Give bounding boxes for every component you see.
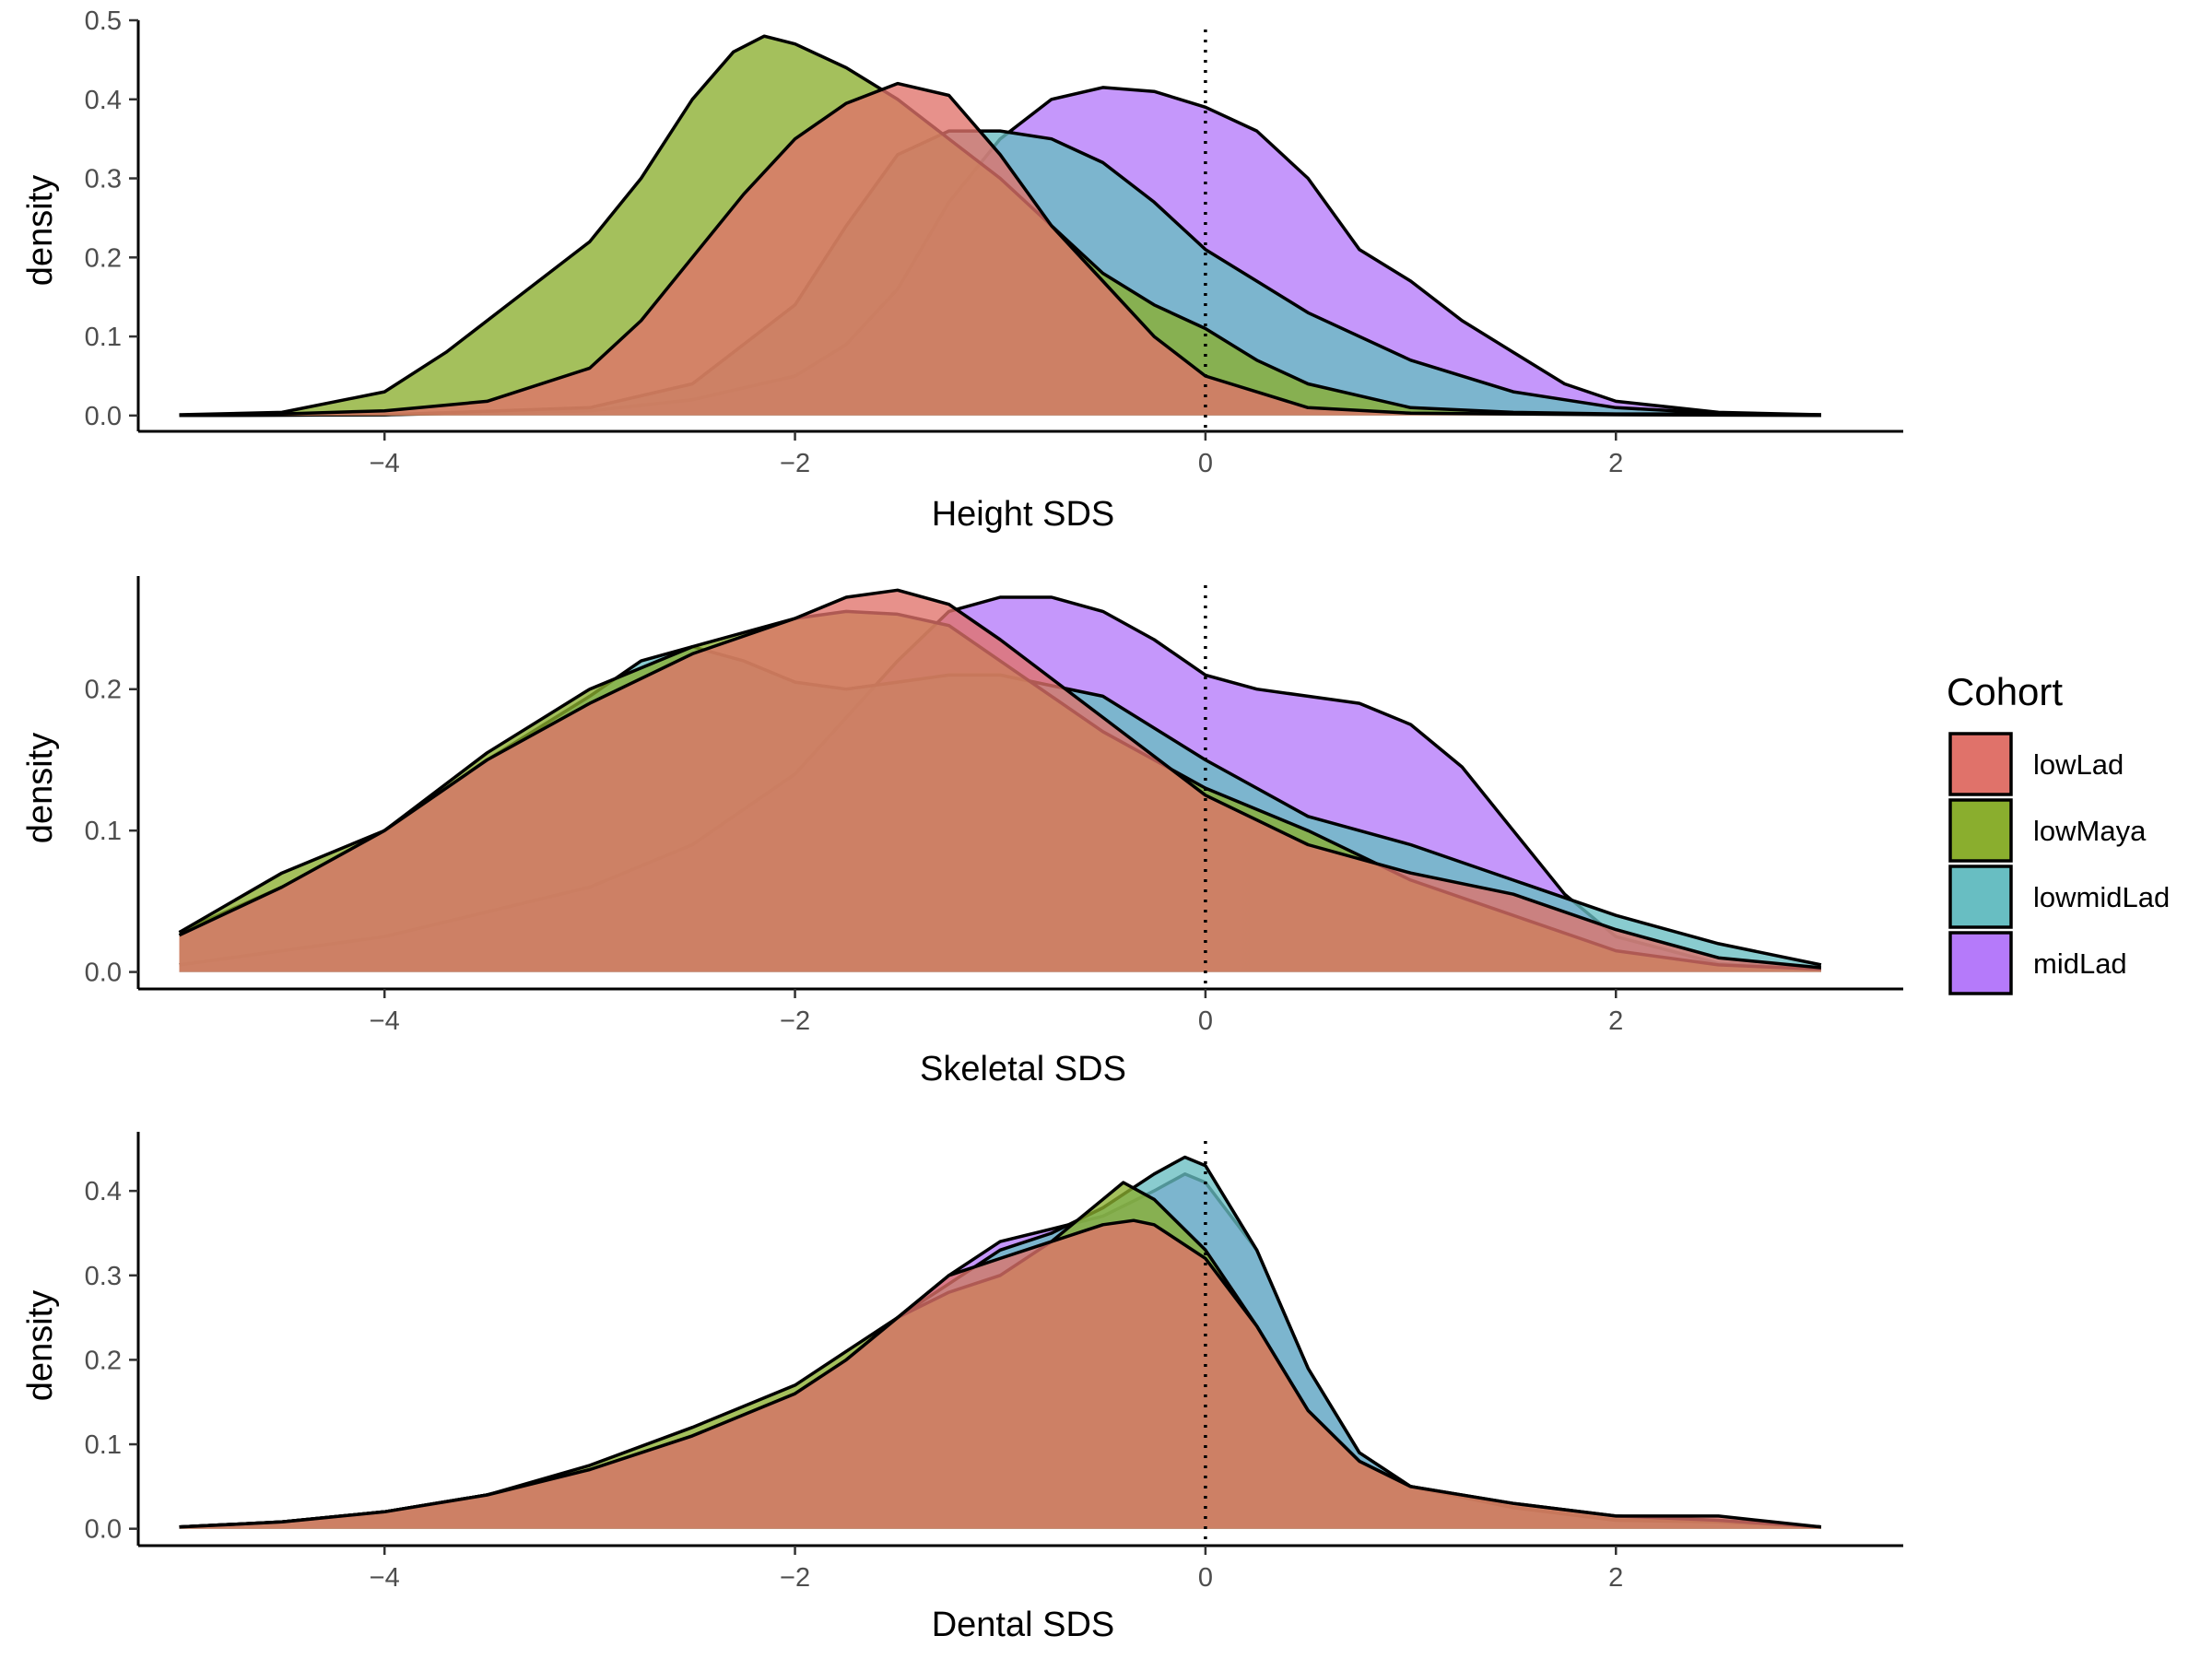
x-tick-label-height: −4 bbox=[370, 449, 400, 478]
panel-skeletal: Skeletal SDS density bbox=[21, 733, 1126, 1088]
x-tick-label-dental: −4 bbox=[370, 1563, 400, 1593]
y-tick-label-skeletal: 0.0 bbox=[85, 959, 122, 988]
legend-swatch-lowmidLad bbox=[1948, 865, 2013, 929]
x-axis-title-dental: Dental SDS bbox=[932, 1606, 1115, 1644]
legend-swatch-midLad bbox=[1948, 931, 2013, 995]
y-tick-label-skeletal: 0.1 bbox=[85, 817, 122, 846]
density-curve-dental-lowLad bbox=[179, 1218, 1822, 1529]
x-tick-label-dental: 0 bbox=[1198, 1563, 1213, 1593]
legend-title: Cohort bbox=[1947, 670, 2063, 713]
legend-label-lowmidLad: lowmidLad bbox=[2033, 881, 2170, 913]
y-tick-label-dental: 0.2 bbox=[85, 1346, 122, 1375]
y-tick-label-height: 0.0 bbox=[85, 402, 122, 431]
x-tick-label-skeletal: −2 bbox=[780, 1006, 810, 1036]
y-tick-label-height: 0.2 bbox=[85, 243, 122, 273]
legend-label-midLad: midLad bbox=[2033, 947, 2127, 980]
legend: Cohort lowLad lowMaya lowmidLad midLad bbox=[1947, 670, 2170, 995]
x-tick-label-dental: 2 bbox=[1608, 1563, 1623, 1593]
y-axis-title-height: density bbox=[21, 175, 60, 286]
y-tick-label-skeletal: 0.2 bbox=[85, 676, 122, 705]
x-tick-label-skeletal: −4 bbox=[370, 1006, 400, 1036]
plot-area-height: 0.0 0.1 0.2 0.3 0.4 0.5 −4 −2 0 2 bbox=[85, 6, 1903, 478]
y-tick-label-dental: 0.1 bbox=[85, 1430, 122, 1460]
y-tick-label-height: 0.4 bbox=[85, 86, 122, 115]
y-axis-title-dental: density bbox=[21, 1290, 60, 1401]
x-tick-label-dental: −2 bbox=[780, 1563, 810, 1593]
y-tick-label-dental: 0.4 bbox=[85, 1177, 122, 1206]
plot-area-dental: 0.0 0.1 0.2 0.3 0.4 −4 −2 0 2 bbox=[85, 1132, 1903, 1593]
plot-area-skeletal: 0.0 0.1 0.2 −4 −2 0 2 bbox=[85, 576, 1903, 1036]
x-tick-label-height: −2 bbox=[780, 449, 810, 478]
x-tick-label-height: 0 bbox=[1198, 449, 1213, 478]
y-tick-label-dental: 0.3 bbox=[85, 1262, 122, 1291]
density-curve-height-lowLad bbox=[179, 81, 1821, 418]
density-area-skeletal-lowLad bbox=[179, 590, 1821, 972]
y-tick-label-height: 0.3 bbox=[85, 165, 122, 194]
density-area-dental-lowLad bbox=[179, 1220, 1821, 1529]
panel-dental: Dental SDS density bbox=[21, 1290, 1114, 1644]
panel-height: Height SDS density bbox=[21, 175, 1114, 534]
legend-swatch-lowLad bbox=[1948, 732, 2013, 796]
x-tick-label-skeletal: 0 bbox=[1198, 1006, 1213, 1036]
density-area-height-lowLad bbox=[179, 83, 1821, 416]
legend-label-lowLad: lowLad bbox=[2033, 748, 2124, 781]
y-axis-title-skeletal: density bbox=[21, 733, 60, 843]
x-tick-label-skeletal: 2 bbox=[1608, 1006, 1623, 1036]
legend-label-lowMaya: lowMaya bbox=[2033, 815, 2147, 847]
y-tick-label-height: 0.1 bbox=[85, 323, 122, 352]
y-tick-label-dental: 0.0 bbox=[85, 1515, 122, 1545]
y-tick-label-height: 0.5 bbox=[85, 6, 122, 36]
density-curve-skeletal-lowLad bbox=[178, 588, 1822, 970]
x-axis-title-skeletal: Skeletal SDS bbox=[920, 1050, 1126, 1088]
x-axis-title-height: Height SDS bbox=[932, 495, 1115, 534]
x-tick-label-height: 2 bbox=[1608, 449, 1623, 478]
legend-swatch-lowMaya bbox=[1948, 798, 2013, 863]
